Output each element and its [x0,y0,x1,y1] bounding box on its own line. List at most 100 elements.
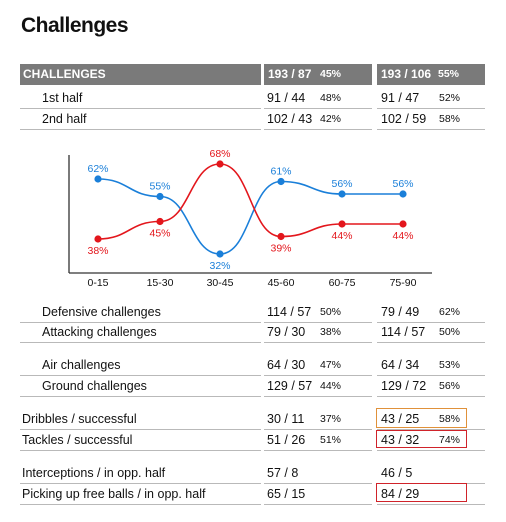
team1-pct: 42% [320,113,342,125]
row-label: 2nd half [42,112,87,126]
data-label: 68% [209,148,230,160]
team2-value: 43 / 25 [381,412,420,426]
team2-pct: 56% [439,380,461,392]
data-label: 44% [392,230,413,242]
team2-value: 64 / 34 [381,358,420,372]
divider [264,450,372,451]
team2-pct: 62% [439,306,461,318]
highlight-tackles-team2 [376,430,467,448]
team1-pct: 48% [320,92,342,104]
team2-pct: 58% [439,113,461,125]
team1-value: 64 / 30 [267,358,306,372]
team1-value: 57 / 8 [267,466,299,480]
data-label: 32% [209,260,230,272]
data-label: 55% [149,181,170,193]
x-tick-label: 15-30 [147,277,174,289]
divider [264,504,372,505]
divider [377,450,485,451]
series-line-2 [97,163,403,240]
team2-value: 43 / 32 [381,433,420,447]
data-label: 44% [331,230,352,242]
stat-row: Ground challenges 129 / 57 44% 129 / 72 56% [0,376,506,396]
stat-row: Dribbles / successful 30 / 11 37% 43 / 25 58… [0,409,506,429]
divider [20,429,261,430]
stat-row: Air challenges 64 / 30 47% 64 / 34 53% [0,355,506,375]
divider [377,129,485,130]
divider [264,108,372,109]
data-label: 38% [87,245,108,257]
x-tick-label: 0-15 [87,277,108,289]
team2-value: 79 / 49 [381,305,420,319]
divider [377,322,485,323]
divider [20,396,261,397]
divider [20,483,261,484]
divider [20,108,261,109]
team1-value: 51 / 26 [267,433,306,447]
team2-pct: 53% [439,359,461,371]
team1-value: 79 / 30 [267,325,306,339]
team2-value: 91 / 47 [381,91,420,105]
stat-row: Attacking challenges 79 / 30 38% 114 / 57 50… [0,322,506,342]
team1-pct: 38% [320,326,342,338]
header-team1-value: 193 / 87 [268,67,312,81]
header-team2-pct: 55% [438,68,460,80]
team1-value: 91 / 44 [267,91,306,105]
highlight-free-balls-team2 [376,483,467,502]
half-row-2nd: 2nd half 102 / 43 42% 102 / 59 58% [0,109,506,129]
data-label: 45% [149,228,170,240]
data-point [94,175,102,183]
team1-value: 129 / 57 [267,379,313,393]
series-line-1 [97,178,403,255]
header-team1-bar: 193 / 87 45% [264,64,372,85]
team1-pct: 47% [320,359,342,371]
data-point [399,190,407,198]
row-label: Picking up free balls / in opp. half [22,487,206,501]
divider [20,322,261,323]
stat-row: Picking up free balls / in opp. half 65 /… [0,484,506,504]
data-label: 56% [331,178,352,190]
team1-pct: 51% [320,434,342,446]
team1-value: 102 / 43 [267,112,313,126]
divider [264,429,372,430]
team2-pct: 74% [439,434,461,446]
header-label-bar: CHALLENGES [20,64,261,85]
divider [264,483,372,484]
team2-pct: 52% [439,92,461,104]
team2-value: 102 / 59 [381,112,427,126]
team1-pct: 44% [320,380,342,392]
x-tick-label: 60-75 [329,277,356,289]
data-point [338,220,346,228]
header-team1-pct: 45% [320,68,342,80]
row-label: Tackles / successful [22,433,133,447]
half-row-1st: 1st half 91 / 44 48% 91 / 47 52% [0,88,506,108]
divider [20,375,261,376]
data-point [156,217,164,226]
row-label: Defensive challenges [42,305,161,319]
divider [20,342,261,343]
divider [377,342,485,343]
divider [377,504,485,505]
data-label: 39% [270,243,291,255]
divider [264,396,372,397]
divider [377,375,485,376]
team1-value: 30 / 11 [267,412,305,426]
x-tick-label: 45-60 [268,277,295,289]
divider [20,450,261,451]
team2-pct: 50% [439,326,461,338]
data-point [94,235,102,243]
divider [20,129,261,130]
team2-value: 129 / 72 [381,379,427,393]
x-tick-label: 75-90 [390,277,417,289]
divider [264,342,372,343]
row-label: Interceptions / in opp. half [22,466,166,480]
data-label: 61% [270,166,291,178]
row-label: Ground challenges [42,379,147,393]
data-point [338,190,346,198]
challenges-by-period-chart: 62% 55% 32% 61% 56% 56% 38% 45% 68% 39% 44% 44% 0-1… [68,148,432,289]
page-title: Challenges [21,14,129,37]
team2-value: 114 / 57 [381,325,426,339]
data-point [216,160,224,168]
data-point [277,232,285,241]
team2-pct: 58% [439,413,461,425]
divider [264,129,372,130]
